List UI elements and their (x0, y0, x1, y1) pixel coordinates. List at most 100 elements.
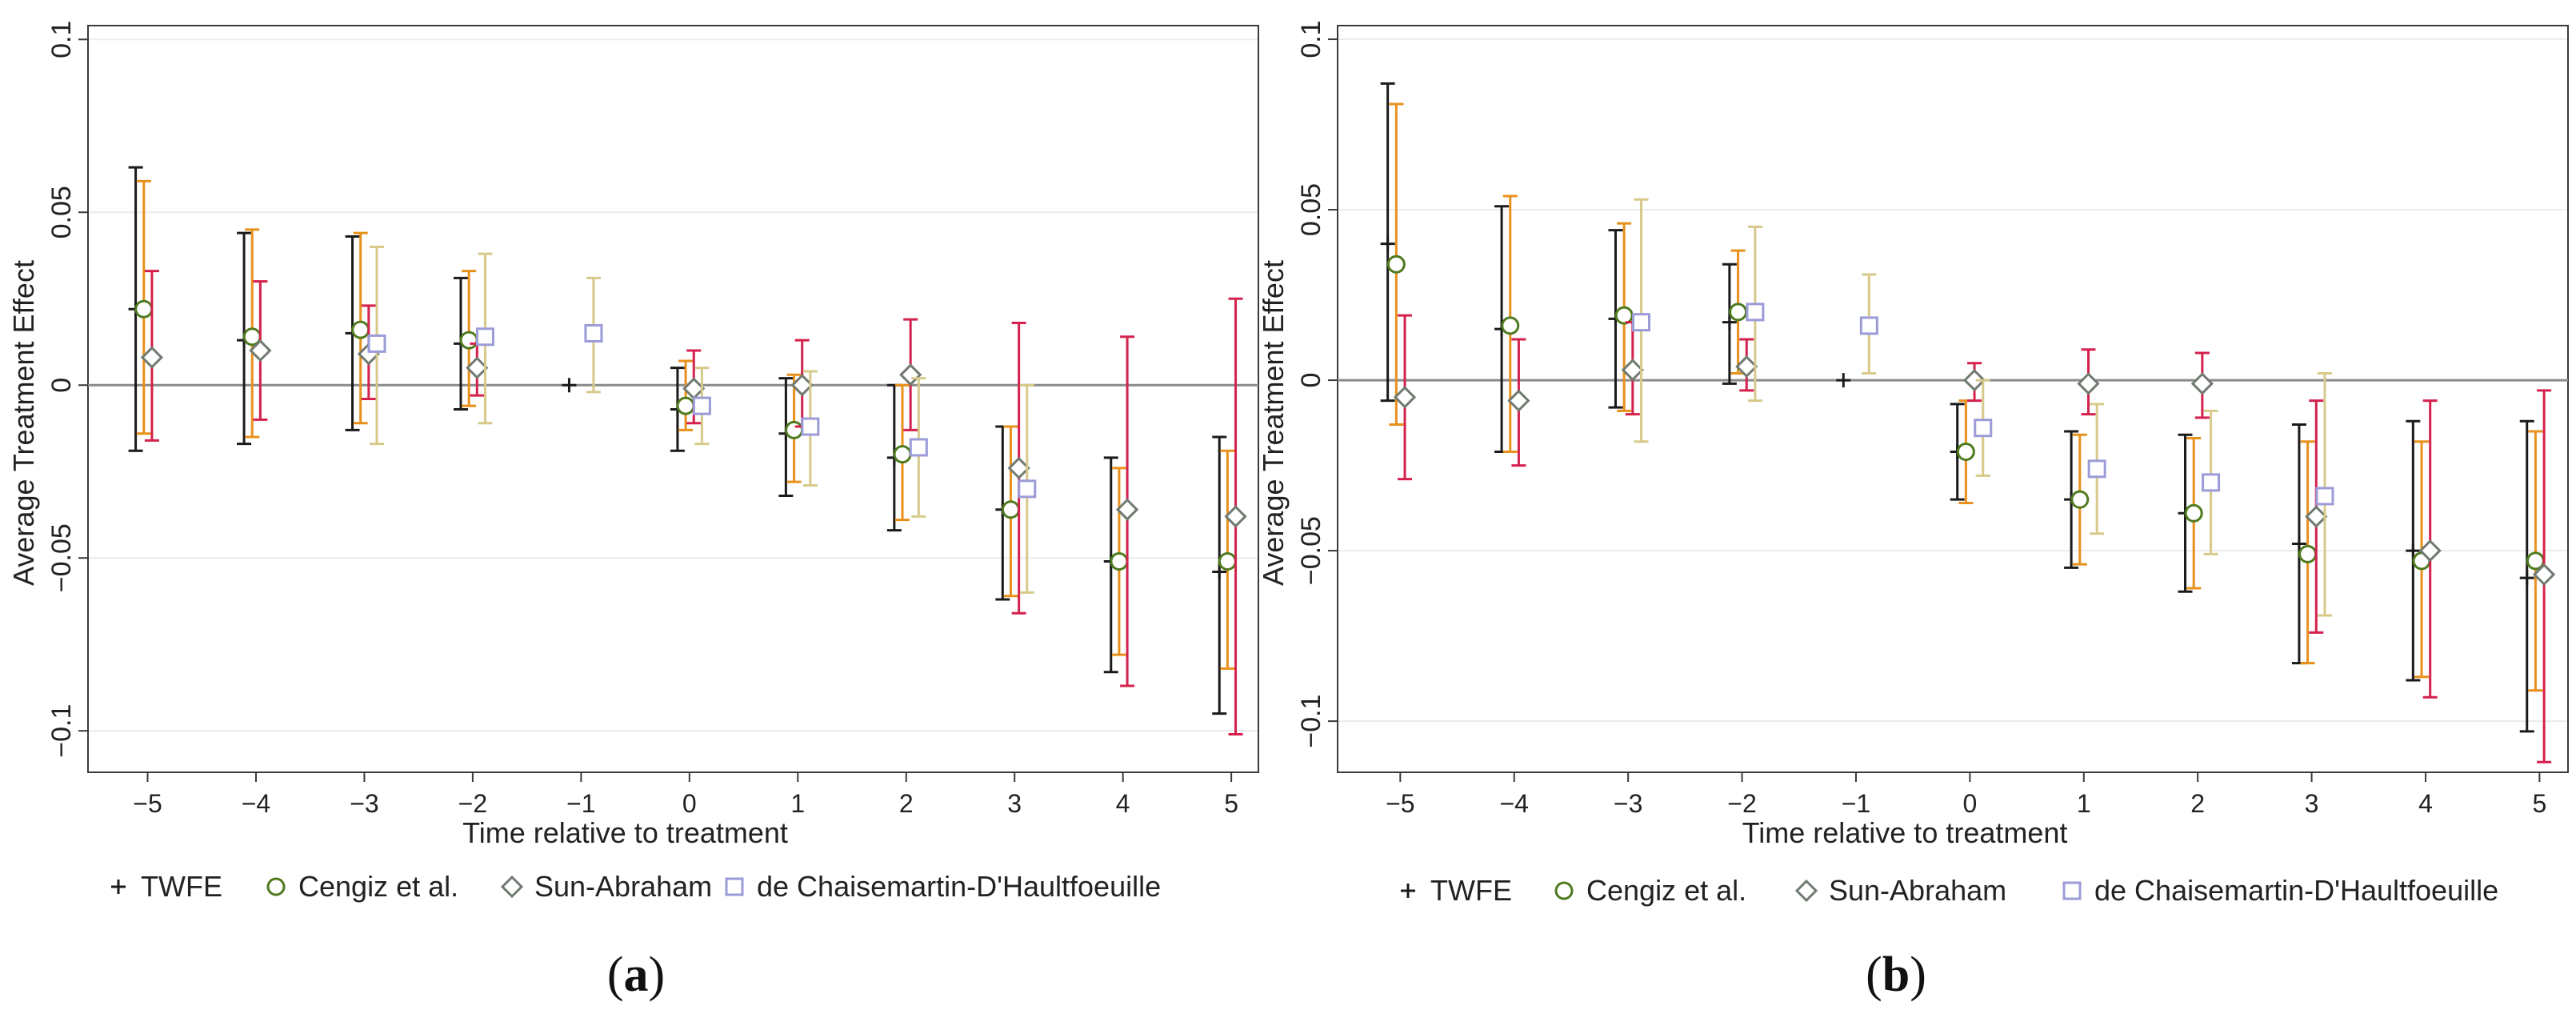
x-tick-label: −4 (1499, 789, 1528, 818)
point-marker (1110, 552, 1129, 571)
point-marker (2184, 503, 2203, 523)
x-tick-label: 3 (2305, 789, 2319, 818)
series-plus (128, 166, 1227, 715)
point-marker (1729, 303, 1748, 322)
legend-diamond-icon (1794, 879, 1818, 903)
x-tick-label: 1 (790, 789, 805, 818)
point-marker (1614, 306, 1634, 325)
legend-square-icon (2062, 881, 2082, 900)
point-marker (1722, 315, 1737, 330)
y-tick-label: 0 (1296, 373, 1326, 388)
point-marker (351, 320, 370, 339)
x-tick-label: −4 (242, 789, 270, 818)
point-marker (893, 445, 912, 464)
series-diamond (140, 270, 1247, 735)
point-marker (475, 327, 494, 347)
point-marker (2305, 505, 2328, 528)
y-tick-label: 0 (46, 378, 77, 393)
legend-label: Cengiz et al. (298, 870, 458, 903)
x-tick-label: −2 (1727, 789, 1756, 818)
point-marker (2418, 539, 2442, 563)
panel-label-letter: a (624, 948, 649, 1002)
point-marker (459, 331, 478, 350)
plot-frame (1337, 25, 2569, 773)
x-tick-label: 5 (1224, 789, 1238, 818)
point-marker (790, 374, 814, 397)
x-tick-label: 3 (1007, 789, 1022, 818)
point-marker (1115, 498, 1139, 521)
panel-label-open: ( (607, 948, 624, 1002)
point-marker (1224, 505, 1247, 528)
point-marker (899, 363, 922, 387)
x-tick-label: −5 (1386, 789, 1414, 818)
point-marker (1212, 564, 1227, 579)
legend-circle-icon (266, 877, 286, 896)
point-marker (249, 339, 272, 363)
point-marker (2291, 536, 2306, 551)
x-axis-title: Time relative to treatment (1742, 816, 2068, 849)
point-marker (367, 334, 386, 353)
point-marker (2202, 473, 2221, 492)
legend-label: Sun-Abraham (1829, 874, 2006, 907)
panel-a: −0.1 −0.05 0 0.05 0.1 −5 −4 −3 −2 −1 0 1 2 3 4 5 Time re… (7, 21, 1259, 1002)
point-marker (682, 377, 706, 400)
series-circle (134, 179, 1237, 670)
legend-diamond-icon (500, 875, 524, 899)
x-tick-label: 4 (2418, 789, 2433, 818)
series-circle (1386, 102, 2545, 692)
y-axis-title: Average Treatment Effect (7, 260, 40, 586)
point-marker (2077, 372, 2100, 395)
x-tick-label: 1 (2077, 789, 2091, 818)
x-tick-label: 5 (2532, 789, 2546, 818)
point-marker (134, 299, 154, 319)
point-marker (1007, 456, 1030, 480)
x-tick-label: −3 (350, 789, 378, 818)
x-tick-label: −2 (458, 789, 487, 818)
x-axis-title: Time relative to treatment (462, 816, 788, 849)
y-axis-title: Average Treatment Effect (1257, 260, 1290, 586)
x-tick-label: 0 (682, 789, 697, 818)
point-marker (2519, 571, 2534, 586)
panel-label-close: ) (649, 948, 666, 1002)
point-marker (1962, 368, 1986, 392)
point-marker (1836, 373, 1851, 388)
legend-plus-icon (111, 880, 126, 894)
point-marker (2406, 543, 2421, 559)
x-tick-label: 4 (1116, 789, 1130, 818)
legend-label: de Chaisemartin-D'Haultfoeuille (2094, 874, 2498, 907)
point-marker (1735, 355, 1758, 379)
point-marker (466, 356, 489, 379)
point-marker (584, 323, 603, 343)
panel-b: −0.1 −0.05 0 0.05 0.1 −5 −4 −3 −2 −1 0 1 2 3 4 5 Time re… (1257, 20, 2569, 1002)
legend-square-icon (725, 877, 744, 896)
y-tick-label: −0.1 (46, 704, 77, 758)
y-tick-label: 0.1 (1296, 20, 1326, 58)
point-marker (2190, 372, 2214, 395)
point-marker (1218, 552, 1237, 571)
point-marker (1974, 419, 1993, 438)
point-marker (1859, 316, 1878, 335)
point-marker (1507, 389, 1530, 412)
legend-label: TWFE (141, 870, 222, 903)
x-tick-label: 2 (2190, 789, 2205, 818)
legend-label: TWFE (1430, 874, 1512, 907)
y-tick-label: −0.1 (1296, 695, 1326, 748)
x-tick-label: −1 (1842, 789, 1870, 818)
point-marker (2298, 544, 2318, 563)
x-tick-label: 0 (1962, 789, 1977, 818)
point-marker (676, 396, 695, 415)
panel-label: (b) (1866, 948, 1926, 1002)
y-tick-label: 0.1 (46, 21, 77, 58)
point-marker (1393, 386, 1417, 409)
point-marker (1386, 254, 1406, 274)
x-tick-label: −3 (1614, 789, 1642, 818)
series-diamond (1393, 314, 2556, 763)
point-marker (2070, 490, 2090, 509)
legend-label: Sun-Abraham (534, 870, 712, 903)
point-marker (1632, 313, 1651, 332)
y-tick-label: −0.05 (1296, 516, 1326, 585)
y-tick-label: 0.05 (46, 186, 77, 238)
point-marker (1380, 236, 1395, 251)
point-marker (562, 378, 577, 393)
